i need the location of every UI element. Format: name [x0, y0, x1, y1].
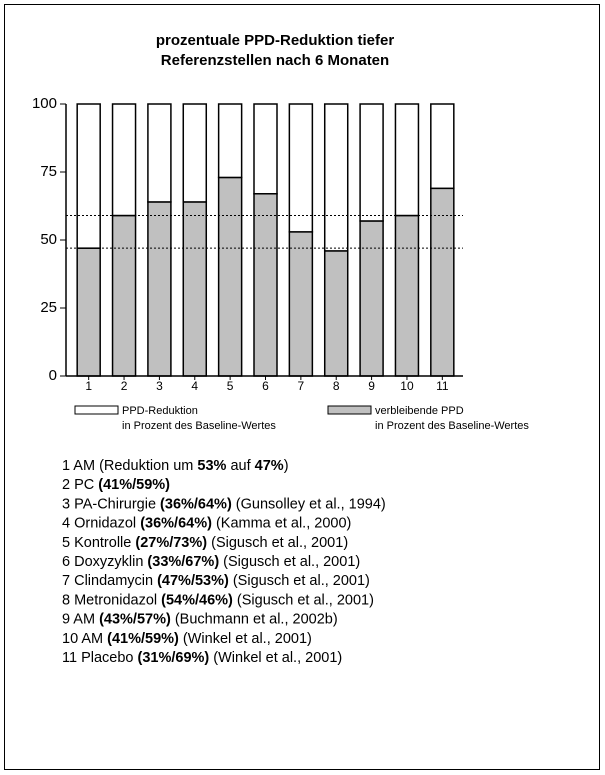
bar-segment: [394, 214, 420, 377]
note-part: 4 Ornidazol: [62, 515, 140, 531]
bar-segment: [217, 103, 243, 179]
y-tick-label: 100: [32, 95, 57, 112]
legend-description: in Prozent des Baseline-Wertes: [122, 420, 276, 432]
bar-segment: [359, 103, 384, 222]
chart-title: prozentuale PPD-Reduktion tiefer: [156, 32, 395, 49]
x-tick-label: 1: [85, 379, 92, 393]
x-tick-label: 6: [262, 379, 269, 393]
note: 5 Kontrolle (27%/73%) (Sigusch et al., 2…: [62, 535, 348, 551]
note-part: (Winkel et al., 2001): [179, 631, 312, 647]
note-part: 47%: [255, 458, 284, 474]
bar-segment: [253, 103, 278, 195]
chart-title: Referenzstellen nach 6 Monaten: [161, 52, 389, 69]
y-tick-label: 75: [40, 163, 57, 180]
note-part: 1 AM (Reduktion um: [62, 458, 197, 474]
note: 10 AM (41%/59%) (Winkel et al., 2001): [62, 631, 312, 647]
note-part: (41%/59%): [98, 477, 170, 493]
bar-segment: [288, 231, 314, 377]
bar-segment: [147, 103, 172, 203]
note: 3 PA-Chirurgie (36%/64%) (Gunsolley et a…: [62, 496, 386, 512]
legend-label: verbleibende PPD: [375, 405, 464, 417]
y-tick-label: 50: [40, 231, 57, 248]
bar-segment: [253, 193, 278, 377]
legend-label: PPD-Reduktion: [122, 405, 198, 417]
bar-segment: [323, 250, 349, 377]
x-tick-label: 5: [227, 379, 234, 393]
note-part: (Sigusch et al., 2001): [229, 573, 370, 589]
note: 11 Placebo (31%/69%) (Winkel et al., 200…: [62, 650, 342, 666]
bar-segment: [111, 103, 137, 217]
note: 6 Doxyzyklin (33%/67%) (Sigusch et al., …: [62, 554, 360, 570]
note-part: ): [284, 458, 289, 474]
legend-swatch: [74, 405, 119, 415]
note: 2 PC (41%/59%): [62, 477, 170, 493]
note-part: auf: [226, 458, 254, 474]
note-part: (47%/53%): [157, 573, 229, 589]
bar-segment: [394, 103, 420, 217]
x-tick-label: 4: [191, 379, 198, 393]
bar-segment: [147, 201, 172, 377]
note-part: (Kamma et al., 2000): [212, 515, 351, 531]
note-part: 9 AM: [62, 611, 99, 627]
legend-swatch: [327, 405, 372, 415]
y-tick-label: 25: [40, 299, 57, 316]
note: 9 AM (43%/57%) (Buchmann et al., 2002b): [62, 611, 338, 627]
bar-segment: [430, 187, 455, 377]
x-tick-label: 2: [121, 379, 128, 393]
note-part: 7 Clindamycin: [62, 573, 157, 589]
note: 4 Ornidazol (36%/64%) (Kamma et al., 200…: [62, 515, 351, 531]
note-part: (Sigusch et al., 2001): [233, 592, 374, 608]
bar-segment: [430, 103, 455, 190]
note-part: 2 PC: [62, 477, 98, 493]
bar-segment: [182, 201, 208, 377]
note-part: (Gunsolley et al., 1994): [232, 496, 386, 512]
note-part: 10 AM: [62, 631, 107, 647]
note-part: (41%/59%): [107, 631, 179, 647]
note-part: (27%/73%): [135, 535, 207, 551]
bar-segment: [76, 247, 101, 377]
bar-segment: [182, 103, 208, 203]
note-part: 53%: [197, 458, 226, 474]
note-part: (31%/69%): [138, 650, 210, 666]
bar-segment: [76, 103, 101, 249]
x-tick-label: 11: [436, 379, 449, 393]
x-tick-label: 7: [298, 379, 305, 393]
note-part: 8 Metronidazol: [62, 592, 161, 608]
note-part: (Buchmann et al., 2002b): [171, 611, 338, 627]
note-part: 11 Placebo: [62, 650, 138, 666]
x-tick-label: 10: [400, 379, 414, 393]
legend-description: in Prozent des Baseline-Wertes: [375, 420, 529, 432]
x-tick-label: 9: [368, 379, 375, 393]
x-tick-label: 8: [333, 379, 340, 393]
bar-segment: [323, 103, 349, 252]
note-part: (Winkel et al., 2001): [209, 650, 342, 666]
bar-segment: [217, 176, 243, 377]
note-part: (Sigusch et al., 2001): [219, 554, 360, 570]
note-part: (36%/64%): [140, 515, 212, 531]
note-part: (Sigusch et al., 2001): [207, 535, 348, 551]
note-part: (43%/57%): [99, 611, 171, 627]
note-part: (54%/46%): [161, 592, 233, 608]
note-part: 6 Doxyzyklin: [62, 554, 147, 570]
x-tick-label: 3: [156, 379, 163, 393]
bar-segment: [359, 220, 384, 377]
y-tick-label: 0: [49, 367, 57, 384]
note: 1 AM (Reduktion um 53% auf 47%): [62, 458, 289, 474]
bar-segment: [288, 103, 314, 233]
note: 8 Metronidazol (54%/46%) (Sigusch et al.…: [62, 592, 374, 608]
note-part: (36%/64%): [160, 496, 232, 512]
note-part: (33%/67%): [147, 554, 219, 570]
note-part: 3 PA-Chirurgie: [62, 496, 160, 512]
note-part: 5 Kontrolle: [62, 535, 135, 551]
note: 7 Clindamycin (47%/53%) (Sigusch et al.,…: [62, 573, 370, 589]
bar-segment: [111, 214, 137, 377]
